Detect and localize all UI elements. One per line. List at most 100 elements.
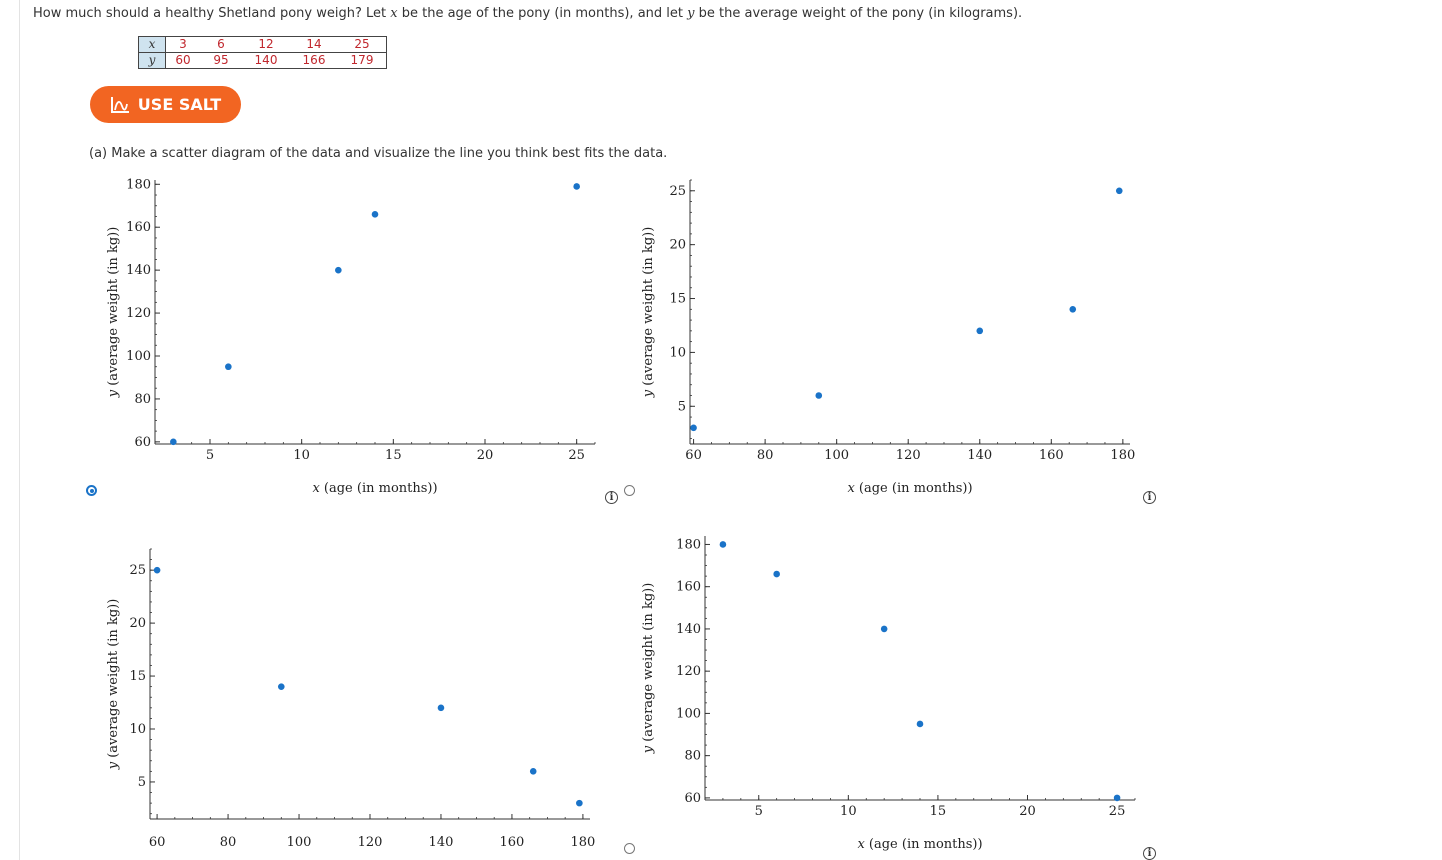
option-1-radio[interactable] (86, 485, 97, 496)
question-part-3: be the average weight of the pony (in ki… (694, 6, 1023, 21)
y-axis-label: y (average weight (in kg)) (641, 227, 656, 399)
y-tick-label: 10 (129, 722, 146, 737)
y-tick-label: 15 (129, 669, 146, 684)
question-part-2: be the age of the pony (in months), and … (397, 6, 688, 21)
y-tick-label: 5 (678, 399, 686, 414)
data-point (371, 211, 379, 218)
x-tick-label: 180 (570, 835, 595, 850)
scatter-option-3: 60 80 100 120 140 160 180 5 10 15 20 25 y (average w… (106, 548, 595, 850)
table-cell-y-0: 60 (165, 52, 200, 69)
y-tick-label: 180 (676, 537, 701, 552)
x-tick-label: 140 (967, 448, 992, 463)
y-axis-label: y (average weight (in kg)) (641, 583, 656, 755)
x-tick-label: 160 (500, 835, 525, 850)
table-header-y: y (138, 52, 166, 69)
data-point (880, 625, 888, 633)
data-point (277, 683, 285, 690)
data-point (815, 392, 823, 399)
table-cell-x-1: 6 (200, 36, 242, 53)
data-point (335, 266, 342, 274)
table-cell-x-4: 25 (338, 36, 387, 53)
x-tick-label: 60 (685, 448, 702, 463)
scatter-option-4: 5 10 15 20 25 60 80 100 120 140 160 180 x (age (in m… (641, 536, 1136, 852)
data-point (773, 570, 780, 578)
x-axis-label: x (age (in months)) (847, 481, 972, 496)
x-tick-label: 10 (840, 804, 857, 819)
data-point (153, 566, 161, 574)
x-tick-label: 140 (429, 835, 454, 850)
data-point (573, 183, 580, 190)
data-point (170, 438, 177, 446)
table-cell-y-3: 166 (290, 52, 338, 69)
y-tick-label: 80 (134, 392, 151, 407)
data-point (225, 363, 232, 371)
y-tick-label: 80 (684, 749, 701, 764)
x-tick-label: 100 (287, 835, 312, 850)
x-tick-label: 80 (757, 448, 774, 463)
y-tick-label: 180 (126, 177, 151, 192)
option-2-radio[interactable] (624, 485, 635, 496)
y-tick-label: 20 (669, 238, 686, 253)
data-table-row-y: y 60 95 140 166 179 (138, 52, 387, 69)
data-point (437, 704, 445, 712)
y-tick-label: 120 (676, 664, 701, 679)
option-2-info-icon[interactable]: i (1143, 491, 1156, 504)
table-cell-y-1: 95 (200, 52, 242, 69)
x-tick-label: 120 (896, 448, 921, 463)
x-tick-label: 100 (824, 448, 849, 463)
scatter-option-1: 5 10 15 20 25 60 80 100 120 140 160 180 x (age (in m… (106, 177, 596, 496)
y-axis-label: y (average weight (in kg)) (106, 227, 121, 399)
x-tick-label: 160 (1039, 448, 1064, 463)
data-point (1115, 187, 1123, 195)
question-part-1: How much should a healthy Shetland pony … (33, 6, 391, 21)
y-tick-label: 15 (669, 292, 686, 307)
data-point (1113, 794, 1121, 802)
table-cell-y-2: 140 (242, 52, 290, 69)
option-1-info-icon[interactable]: i (605, 491, 618, 504)
y-tick-label: 25 (669, 184, 686, 199)
y-tick-label: 160 (126, 220, 151, 235)
y-tick-label: 60 (684, 791, 701, 806)
x-tick-label: 60 (149, 835, 166, 850)
y-tick-label: 100 (676, 706, 701, 721)
x-tick-label: 20 (1019, 804, 1036, 819)
y-tick-label: 20 (129, 616, 146, 631)
data-point (690, 424, 697, 432)
x-tick-label: 5 (755, 804, 763, 819)
y-tick-label: 140 (126, 263, 151, 278)
y-tick-label: 60 (134, 435, 151, 450)
x-tick-label: 180 (1110, 448, 1135, 463)
x-tick-label: 15 (930, 804, 947, 819)
y-tick-label: 25 (129, 563, 146, 578)
question-text: How much should a healthy Shetland pony … (33, 6, 1022, 21)
data-point (1069, 306, 1077, 313)
table-cell-x-3: 14 (290, 36, 338, 53)
data-point (576, 799, 583, 807)
x-tick-label: 120 (358, 835, 383, 850)
part-a-instruction: (a) Make a scatter diagram of the data a… (89, 146, 668, 161)
x-axis-label: x (age (in months)) (857, 837, 982, 852)
data-point (976, 327, 984, 335)
table-cell-y-4: 179 (338, 52, 387, 69)
table-header-x: x (138, 36, 166, 53)
y-tick-label: 120 (126, 306, 151, 321)
y-tick-label: 140 (676, 622, 701, 637)
option-3-radio[interactable] (624, 843, 635, 854)
x-tick-label: 25 (1109, 804, 1126, 819)
y-tick-label: 10 (669, 345, 686, 360)
data-table: x 3 6 12 14 25 y 60 95 140 166 179 (138, 36, 387, 69)
x-axis-label: x (age (in months)) (312, 481, 437, 496)
y-tick-label: 160 (676, 580, 701, 595)
table-cell-x-0: 3 (165, 36, 200, 53)
question-var-x: x (390, 6, 398, 21)
x-tick-label: 5 (206, 448, 214, 463)
content-left-border (19, 0, 20, 860)
data-table-row-x: x 3 6 12 14 25 (138, 36, 387, 53)
x-tick-label: 25 (568, 448, 585, 463)
scatter-option-2: 60 80 100 120 140 160 180 5 10 15 20 25 x (age (in m… (641, 179, 1135, 496)
y-tick-label: 5 (138, 775, 146, 790)
use-salt-button[interactable]: USE SALT (90, 86, 241, 123)
option-4-info-icon[interactable]: i (1143, 847, 1156, 860)
x-tick-label: 20 (477, 448, 494, 463)
data-point (529, 768, 537, 775)
